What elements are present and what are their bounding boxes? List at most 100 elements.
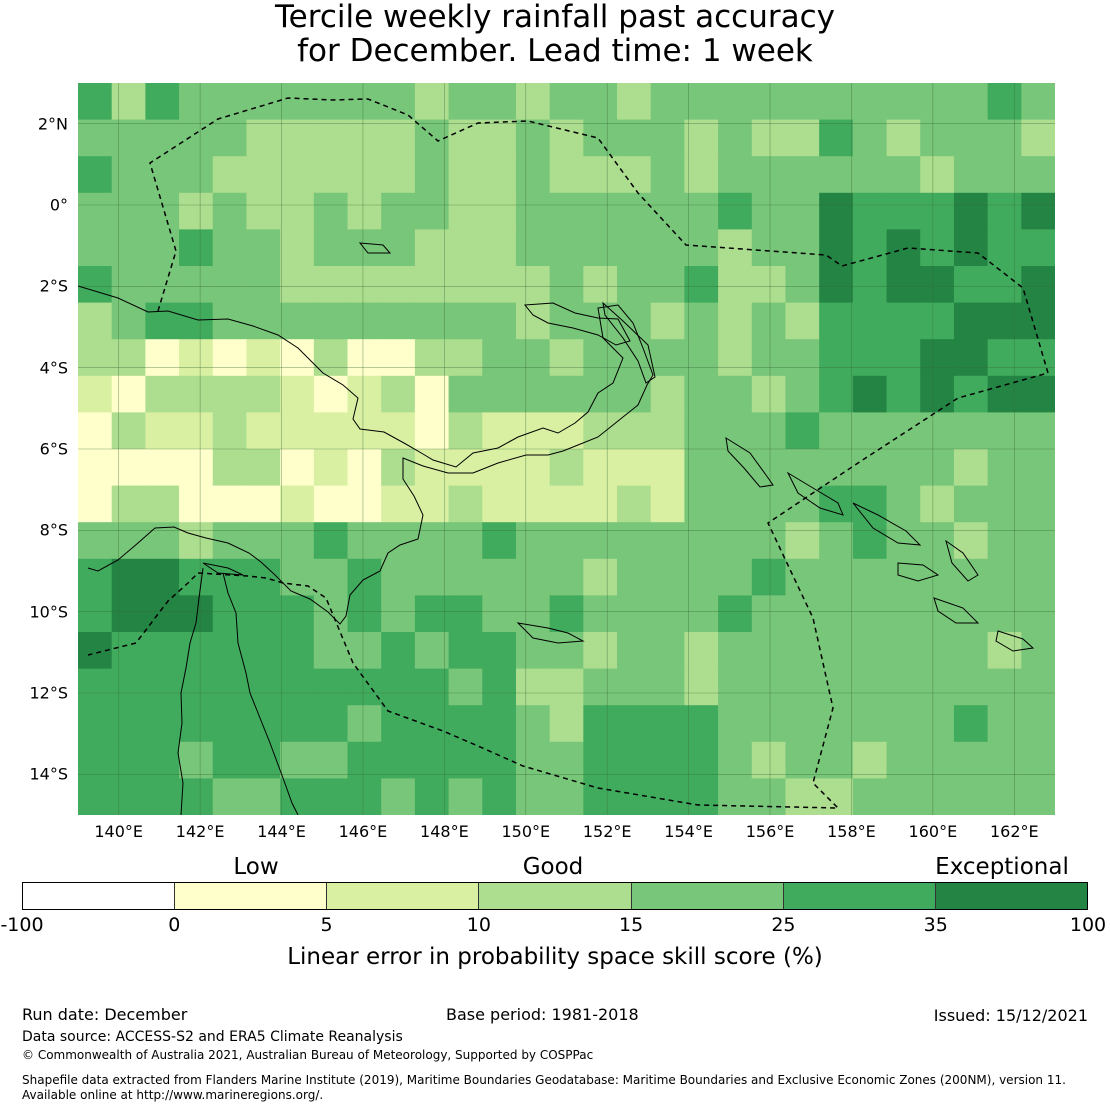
skill-cell	[515, 156, 551, 194]
skill-cell	[549, 339, 584, 377]
skill-cell	[347, 449, 382, 487]
makira-coast	[933, 597, 980, 624]
skill-cell	[549, 595, 584, 633]
skill-cell	[920, 302, 955, 340]
skill-cell	[381, 741, 416, 779]
skill-cell	[212, 558, 248, 596]
skill-cell	[482, 595, 517, 633]
skill-cell	[313, 156, 349, 194]
skill-cell	[852, 229, 888, 267]
skill-cell	[1021, 156, 1055, 194]
skill-cell	[819, 778, 854, 815]
skill-cell	[684, 668, 719, 706]
skill-cell	[246, 156, 281, 194]
skill-cell	[280, 339, 315, 377]
skill-cell	[381, 83, 416, 121]
skill-cell	[549, 522, 584, 560]
santa-cruz-islands	[995, 630, 1035, 652]
skill-cell	[583, 449, 618, 487]
skill-cell	[448, 375, 483, 413]
skill-cell	[718, 192, 753, 230]
colorbar-segment	[479, 883, 632, 909]
skill-cell	[785, 119, 820, 157]
skill-cell	[1021, 558, 1055, 596]
skill-cell	[785, 668, 820, 706]
skill-cell	[212, 302, 248, 340]
skill-cell	[718, 266, 753, 304]
skill-cell	[313, 266, 349, 304]
skill-cell	[212, 119, 248, 157]
skill-cell	[987, 595, 1022, 633]
skill-cell	[718, 595, 753, 633]
skill-cell	[819, 668, 854, 706]
gulf-of-carpentaria-coast	[222, 572, 299, 815]
skill-cell	[852, 632, 888, 670]
skill-cell	[819, 632, 854, 670]
skill-cell	[111, 156, 146, 194]
skill-cell	[819, 375, 854, 413]
skill-cell	[852, 156, 888, 194]
skill-cell	[650, 705, 686, 743]
skill-cell	[1021, 668, 1055, 706]
skill-cell	[313, 339, 349, 377]
skill-cell	[246, 778, 281, 815]
skill-cell	[448, 449, 483, 487]
skill-cell	[819, 83, 854, 121]
skill-cell	[448, 595, 483, 633]
skill-cell	[347, 229, 382, 267]
skill-cell	[246, 339, 281, 377]
skill-cell	[347, 119, 382, 157]
skill-cell	[145, 412, 180, 450]
skill-cell	[280, 192, 315, 230]
skill-cell	[347, 558, 382, 596]
skill-cell	[785, 558, 820, 596]
skill-cell	[145, 449, 180, 487]
latitude-label: 6°S	[39, 439, 68, 459]
skill-cell	[617, 485, 652, 523]
skill-cell	[78, 156, 113, 194]
skill-cell	[583, 522, 618, 560]
skill-cell	[482, 229, 517, 267]
skill-cell	[819, 595, 854, 633]
skill-cell	[381, 449, 416, 487]
skill-cell	[617, 192, 652, 230]
skill-cell	[987, 778, 1022, 815]
skill-cell	[785, 705, 820, 743]
skill-cell	[381, 668, 416, 706]
skill-cell	[920, 375, 955, 413]
skill-cell	[819, 558, 854, 596]
skill-cell	[920, 449, 955, 487]
skill-cell	[246, 375, 281, 413]
skill-cell	[953, 449, 989, 487]
skill-cell	[246, 229, 281, 267]
skill-cell	[111, 119, 146, 157]
skill-cell	[145, 83, 180, 121]
skill-cell	[852, 778, 888, 815]
skill-cell	[111, 485, 146, 523]
skill-cell	[785, 229, 820, 267]
skill-cell	[650, 229, 686, 267]
skill-cell	[448, 705, 483, 743]
skill-cell	[414, 595, 450, 633]
skill-cell	[852, 449, 888, 487]
skill-cell	[212, 778, 248, 815]
skill-cell	[347, 302, 382, 340]
skill-cell	[482, 778, 517, 815]
skill-cell	[381, 632, 416, 670]
skill-cell	[785, 302, 820, 340]
skill-cell	[145, 119, 180, 157]
skill-cell	[617, 522, 652, 560]
skill-cell	[953, 339, 989, 377]
skill-cell	[583, 192, 618, 230]
longitude-label: 160°E	[908, 822, 958, 841]
category-label-exceptional: Exceptional	[935, 854, 1069, 880]
skill-cell	[313, 229, 349, 267]
skill-cell	[1021, 119, 1055, 157]
skill-cell	[617, 741, 652, 779]
longitude-label: 150°E	[501, 822, 551, 841]
skill-cell	[987, 522, 1022, 560]
skill-cell	[111, 558, 146, 596]
latitude-label: 2°S	[39, 276, 68, 296]
skill-cell	[313, 119, 349, 157]
skill-cell	[78, 339, 113, 377]
